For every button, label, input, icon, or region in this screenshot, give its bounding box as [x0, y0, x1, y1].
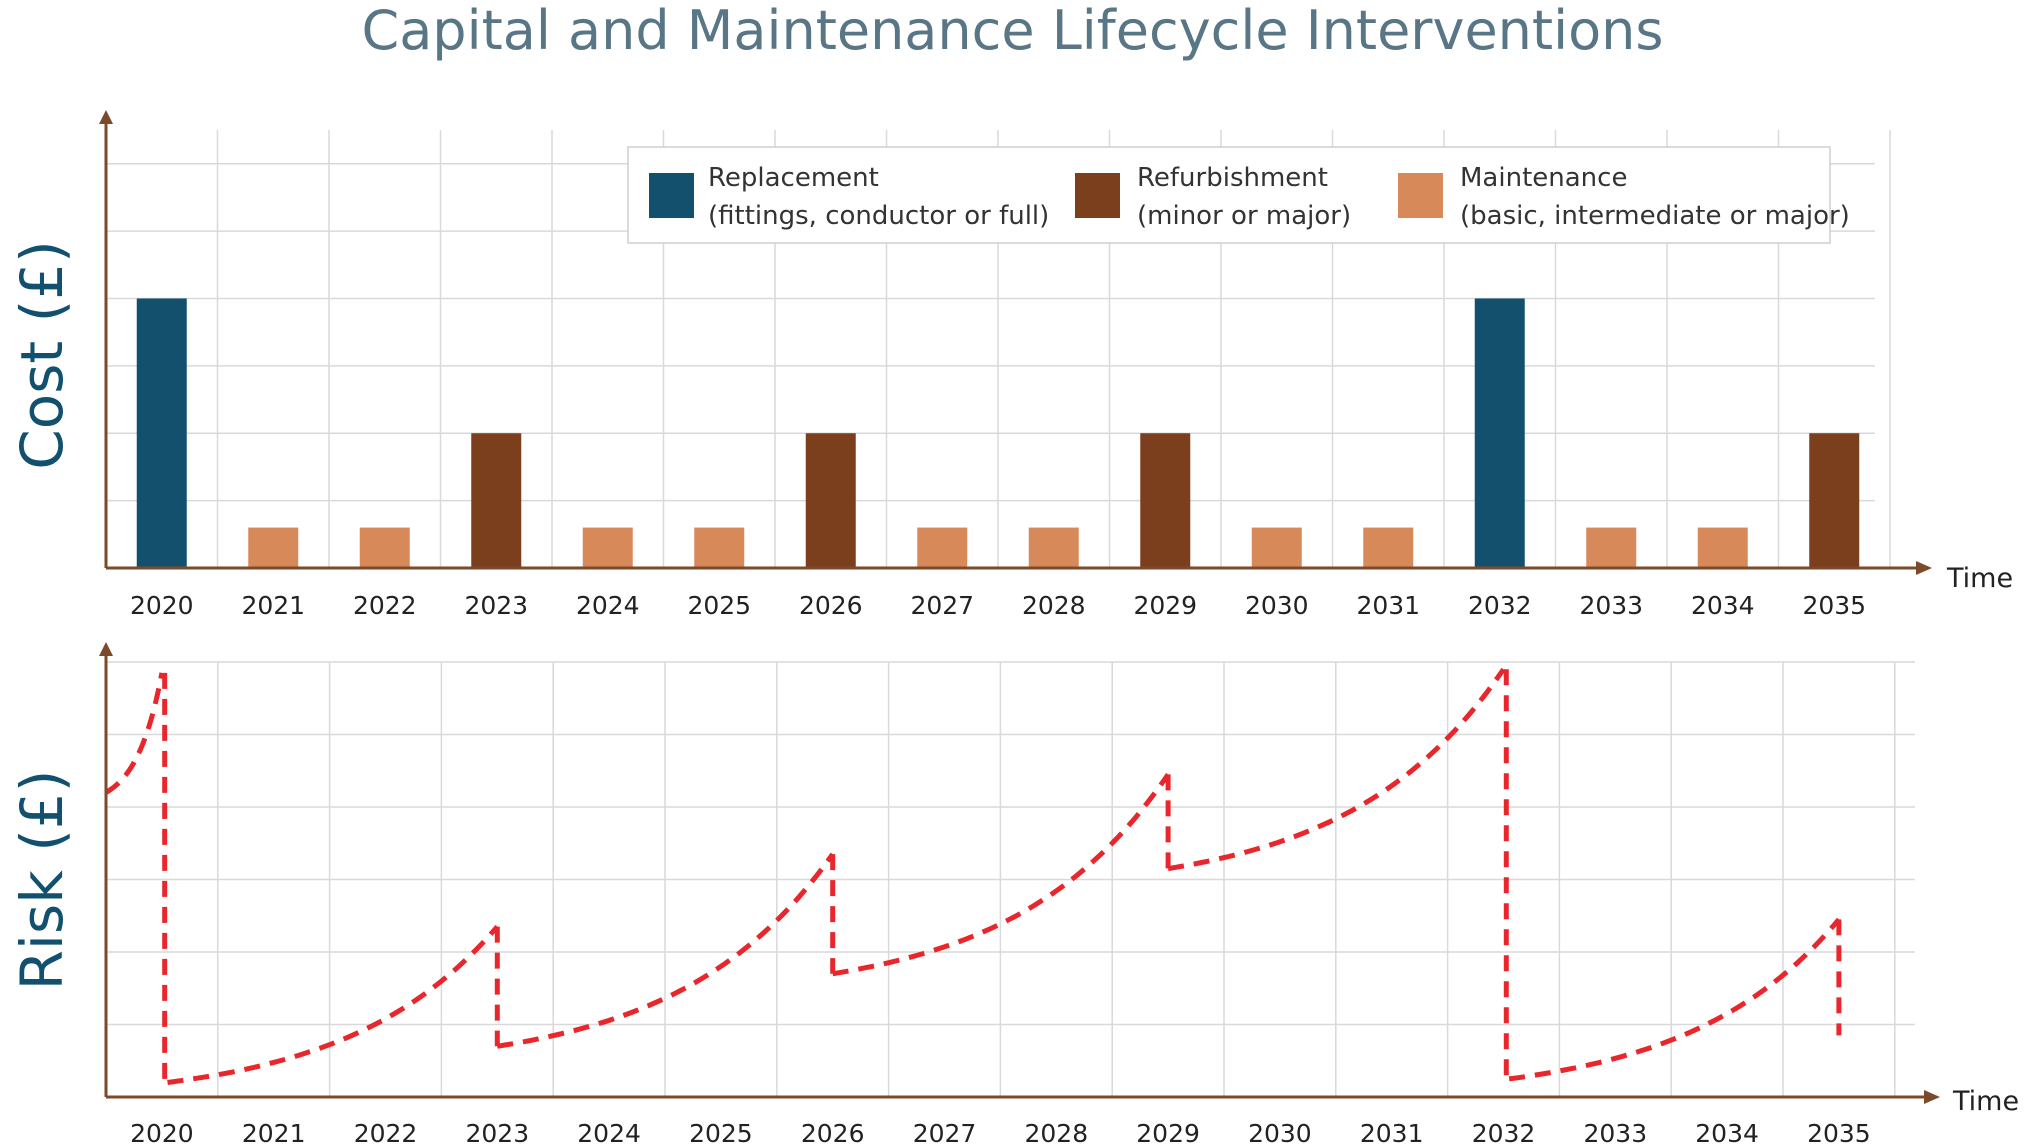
cost-tick-label: 2035: [1802, 591, 1866, 620]
cost-bar-maintenance-2030: [1251, 527, 1302, 568]
risk-tick-label: 2033: [1583, 1119, 1647, 1147]
risk-tick-label: 2031: [1360, 1119, 1424, 1147]
cost-y-axis-label: Cost (£): [8, 240, 76, 470]
legend-swatch-replacement: [649, 173, 694, 218]
cost-x-axis-label: Time: [1946, 563, 2013, 594]
legend-swatch-maintenance: [1398, 173, 1443, 218]
risk-curve-segment: [832, 772, 1171, 977]
cost-tick-label: 2034: [1691, 591, 1755, 620]
cost-tick-label: 2031: [1356, 591, 1420, 620]
risk-chart: 2020 2021 2022 2023 2024 2025 2026 2027 2028 2029…: [8, 642, 2019, 1147]
risk-tick-label: 2034: [1695, 1119, 1759, 1147]
cost-bar-maintenance-2022: [359, 527, 410, 568]
cost-bar-maintenance-2025: [694, 527, 745, 568]
cost-tick-label: 2020: [130, 591, 194, 620]
cost-tick-label: 2021: [241, 591, 305, 620]
risk-x-axis-label: Time: [1952, 1086, 2019, 1117]
cost-bar-refurbishment-2023: [471, 433, 522, 568]
cost-chart: 2020 2021 2022 2023 2024 2025 2026 2027 2028 2029…: [8, 110, 2013, 620]
cost-bar-maintenance-2024: [582, 527, 633, 568]
risk-tick-label: 2020: [130, 1119, 194, 1147]
risk-tick-label: 2022: [354, 1119, 418, 1147]
risk-curve-segment: [104, 672, 165, 795]
legend-sublabel-refurbishment: (minor or major): [1137, 201, 1351, 231]
cost-tick-label: 2025: [687, 591, 751, 620]
y-axis-arrow: [99, 110, 113, 124]
risk-tick-label: 2024: [577, 1119, 641, 1147]
risk-tick-label: 2023: [465, 1119, 529, 1147]
cost-bar-refurbishment-2035: [1809, 433, 1860, 568]
risk-curve-segment: [1508, 917, 1841, 1082]
legend-swatch-refurbishment: [1075, 173, 1120, 218]
legend-label-refurbishment: Refurbishment: [1137, 163, 1328, 193]
cost-bar-maintenance-2027: [917, 527, 968, 568]
legend: Replacement (fittings, conductor or full…: [627, 146, 1850, 244]
cost-bar-maintenance-2028: [1028, 527, 1079, 568]
risk-lines: [104, 667, 1842, 1085]
cost-tick-label: 2032: [1468, 591, 1532, 620]
cost-tick-label: 2029: [1133, 591, 1197, 620]
risk-tick-labels: 2020 2021 2022 2023 2024 2025 2026 2027 2028 2029…: [130, 1119, 1871, 1147]
cost-axes: [99, 110, 1932, 575]
risk-tick-label: 2021: [242, 1119, 306, 1147]
cost-tick-label: 2022: [353, 591, 417, 620]
cost-bar-refurbishment-2026: [805, 433, 856, 568]
risk-tick-label: 2032: [1472, 1119, 1536, 1147]
cost-tick-label: 2028: [1022, 591, 1086, 620]
y-axis-arrow: [99, 642, 113, 656]
cost-tick-label: 2027: [910, 591, 974, 620]
x-axis-arrow: [1924, 1090, 1940, 1104]
cost-tick-label: 2033: [1579, 591, 1643, 620]
chart-title: Capital and Maintenance Lifecycle Interv…: [361, 0, 1664, 62]
cost-bar-maintenance-2034: [1697, 527, 1748, 568]
cost-grid: [106, 130, 1891, 568]
risk-axes: [99, 642, 1940, 1104]
risk-tick-label: 2027: [913, 1119, 977, 1147]
risk-tick-label: 2035: [1807, 1119, 1871, 1147]
x-axis-arrow: [1916, 561, 1932, 575]
cost-bar-replacement-2020: [136, 298, 187, 568]
cost-bar-maintenance-2031: [1363, 527, 1414, 568]
legend-sublabel-maintenance: (basic, intermediate or major): [1460, 201, 1850, 231]
legend-label-replacement: Replacement: [708, 163, 879, 193]
risk-y-axis-label: Risk (£): [8, 770, 76, 991]
cost-bars: [136, 298, 1860, 568]
risk-tick-label: 2026: [801, 1119, 865, 1147]
cost-bar-maintenance-2021: [248, 527, 299, 568]
cost-tick-label: 2023: [464, 591, 528, 620]
cost-tick-labels: 2020 2021 2022 2023 2024 2025 2026 2027 2028 2029…: [130, 591, 1866, 620]
legend-box: [627, 146, 1831, 244]
risk-tick-label: 2029: [1136, 1119, 1200, 1147]
risk-tick-label: 2025: [689, 1119, 753, 1147]
legend-label-maintenance: Maintenance: [1460, 163, 1627, 193]
risk-grid: [106, 661, 1915, 1097]
cost-tick-label: 2024: [576, 591, 640, 620]
risk-curve-segment: [1167, 667, 1506, 872]
risk-curve-segment: [167, 924, 500, 1085]
risk-tick-label: 2030: [1248, 1119, 1312, 1147]
cost-bar-maintenance-2033: [1586, 527, 1637, 568]
cost-bar-refurbishment-2029: [1140, 433, 1191, 568]
cost-tick-label: 2026: [799, 591, 863, 620]
cost-tick-label: 2030: [1245, 591, 1309, 620]
risk-tick-label: 2028: [1024, 1119, 1088, 1147]
legend-sublabel-replacement: (fittings, conductor or full): [708, 201, 1049, 231]
risk-curve-segment: [496, 852, 835, 1049]
cost-bar-replacement-2032: [1474, 298, 1525, 568]
